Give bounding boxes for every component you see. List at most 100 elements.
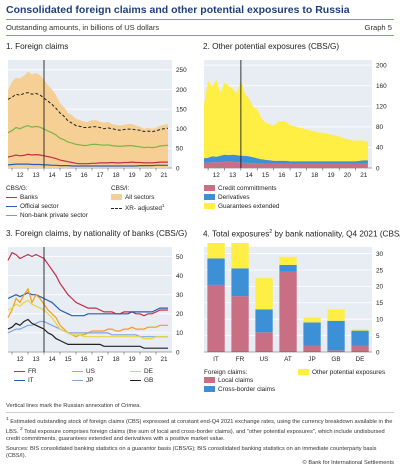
legend-item-xr: XR- adjusted1	[111, 203, 164, 212]
x-tick-label: 14	[246, 172, 254, 179]
bar-gb-local-claims	[327, 350, 345, 352]
x-tick-label: FR	[236, 356, 245, 363]
legend-label-fr: FR	[28, 368, 37, 375]
legend-item-guarantees: Guarantees extended	[204, 203, 279, 210]
y-tick-label: 50	[176, 146, 184, 153]
x-tick-label: GB	[331, 356, 340, 363]
panel4-legend: Foreign claims: Local claims Cross-borde…	[204, 369, 394, 399]
bar-jp-cross-border-claims	[303, 322, 321, 346]
bar-de-cross-border-claims	[351, 330, 369, 346]
legend-swatch-gb	[130, 379, 141, 381]
legend-label-xr: XR- adjusted	[125, 205, 162, 213]
footnote-1-and-2: 1 Estimated outstanding stock of foreign…	[6, 416, 394, 443]
legend-label-all-sectors: All sectors	[125, 194, 155, 201]
panel2-title: 2. Other potential exposures (CBS/G)	[203, 42, 340, 51]
graph-number: Graph 5	[364, 23, 392, 32]
x-tick-label: 17	[96, 356, 104, 363]
x-tick-label: 18	[311, 172, 319, 179]
x-tick-label: 13	[229, 172, 237, 179]
footnote-2: Total exposure comprises foreign claims …	[6, 428, 385, 442]
footnote-1: Estimated outstanding stock of foreign c…	[6, 418, 393, 435]
footnote-2-num: 2	[19, 426, 23, 432]
y-tick-label: 10	[376, 316, 384, 323]
chart-other-exposures: 0 40 80 120 160 200 12 13 14 15 16 17 18 19 20 21	[204, 60, 387, 179]
legend-item-derivatives: Derivatives	[204, 194, 250, 201]
y-tick-label: 160	[376, 83, 387, 90]
y-tick-label: 15	[376, 300, 384, 307]
footnote-1-num: 1	[6, 417, 9, 422]
series-area-all-sectors	[8, 71, 168, 168]
y-tick-label: 120	[376, 104, 387, 111]
legend-label-gb: GB	[144, 377, 154, 384]
plot-background	[8, 247, 172, 352]
series-area-derivatives	[204, 154, 368, 164]
x-tick-label: 21	[160, 172, 168, 179]
bar-us-local-claims	[255, 332, 273, 352]
bar-gb-cross-border-claims	[327, 320, 345, 351]
legend-swatch-us	[72, 370, 83, 372]
series-area-credit-committments	[204, 161, 368, 168]
y-tick-label: 0	[376, 349, 380, 356]
legend-label-us: US	[86, 368, 95, 375]
y-tick-label: 0	[176, 349, 180, 356]
page-subtitle: Outstanding amounts, in billions of US d…	[6, 23, 160, 32]
x-tick-label: JP	[308, 356, 315, 363]
legend-item-us: US	[72, 368, 95, 375]
x-tick-label: 19	[128, 172, 136, 179]
page-title: Consolidated foreign claims and other po…	[6, 4, 350, 16]
bar-fr-other-potential-exposures	[231, 243, 249, 269]
bar-us-cross-border-claims	[255, 309, 273, 333]
y-tick-label: 200	[176, 87, 187, 94]
x-tick-label: 12	[16, 356, 24, 363]
bar-de-other-potential-exposures	[351, 329, 369, 331]
x-tick-label: 16	[80, 356, 88, 363]
x-tick-label: 13	[32, 356, 40, 363]
series-line-de	[7, 299, 168, 340]
x-tick-label: IT	[213, 356, 219, 363]
legend-swatch-nonbank	[6, 214, 17, 216]
legend-swatch-local	[204, 377, 215, 384]
bar-de-local-claims	[351, 345, 369, 352]
y-tick-label: 30	[176, 292, 184, 299]
legend-label-credit: Credit committments	[218, 185, 277, 192]
legend-label-guarantees: Guarantees extended	[218, 203, 280, 210]
legend-item-it: IT	[14, 377, 34, 384]
y-tick-label: 200	[376, 62, 387, 69]
x-tick-label: DE	[356, 356, 365, 363]
series-line-it	[7, 292, 168, 317]
bar-gb-other-potential-exposures	[327, 309, 345, 321]
copyright: © Bank for International Settlements	[302, 460, 394, 466]
legend-swatch-all-sectors	[111, 194, 122, 201]
x-tick-label: 20	[144, 356, 152, 363]
bar-at-local-claims	[279, 271, 297, 352]
panel4-title: 4. Total exposures2 by bank nationality,…	[203, 229, 400, 239]
y-tick-label: 10	[176, 330, 184, 337]
legend-label-local: Local claims	[218, 377, 254, 384]
series-line-fr	[7, 251, 168, 317]
panel4-title-sup: 2	[269, 229, 273, 235]
x-tick-label: 15	[64, 356, 72, 363]
y-tick-label: 30	[376, 251, 384, 258]
x-tick-label: 17	[295, 172, 303, 179]
y-tick-label: 20	[176, 311, 184, 318]
chart-claims-by-nationality: 0 10 20 30 40 50 12 13 14 15 16 17 18 19 20 21	[7, 247, 184, 363]
series-line-banks	[7, 153, 168, 165]
legend-item-official: Official sector	[6, 203, 59, 210]
legend-label-other: Other potential exposures	[312, 369, 386, 376]
x-tick-label: 16	[278, 172, 286, 179]
legend-item-all-sectors: All sectors	[111, 194, 154, 201]
bar-us-other-potential-exposures	[255, 278, 273, 310]
series-line-official-sector	[7, 163, 168, 167]
y-tick-label: 25	[376, 267, 384, 274]
bar-fr-local-claims	[231, 296, 249, 352]
x-tick-label: 20	[144, 172, 152, 179]
legend-swatch-credit	[204, 185, 215, 192]
y-tick-label: 40	[376, 145, 384, 152]
x-tick-label: 12	[16, 172, 24, 179]
footnote-vertical-lines: Vertical lines mark the Russian annexati…	[6, 403, 141, 409]
subtitle-rule	[6, 35, 394, 36]
x-tick-label: 21	[160, 356, 168, 363]
legend-label-it: IT	[28, 377, 34, 384]
x-tick-label: 13	[32, 172, 40, 179]
legend-swatch-official	[6, 205, 17, 207]
